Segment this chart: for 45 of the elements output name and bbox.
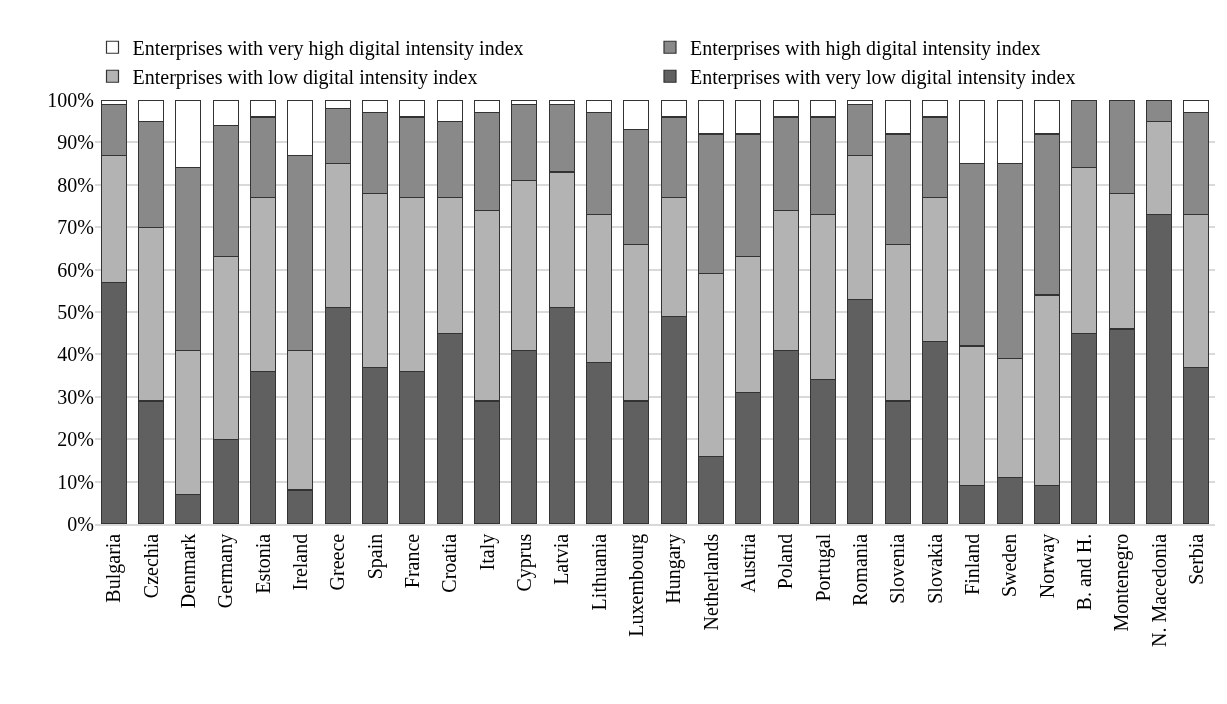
x-tick-label: Hungary [662,533,686,604]
x-tick-label: B. and H. [1072,533,1095,611]
x-tick-label: Spain [363,533,387,580]
legend-label: Enterprises with very low digital intensity index [690,66,1076,90]
x-tick-label: Bulgaria [102,533,126,603]
x-tick-label: Romania [848,533,871,606]
x-tick-label: Sweden [998,533,1021,598]
x-tick-label: Lithuania [587,533,610,611]
y-tick-label: 90% [57,131,94,154]
x-tick-label: Norway [1035,533,1059,599]
x-tick-label: Croatia [438,533,461,593]
x-tick-label: Portugal [811,533,835,602]
x-tick-label: Netherlands [699,533,722,631]
legend-label: Enterprises with high digital intensity index [690,37,1041,61]
x-tick-label: Poland [774,533,797,590]
x-tick-label: Finland [960,533,983,595]
x-tick-label: Czechia [139,533,162,599]
x-tick-label: Serbia [1184,533,1207,585]
y-tick-label: 0% [67,513,94,535]
x-tick-label: Estonia [251,533,274,594]
y-tick-label: 80% [57,173,94,196]
x-tick-label: Cyprus [512,533,536,592]
x-tick-label: Slovenia [886,533,909,604]
x-tick-label: Italy [475,533,499,571]
x-tick-label: Ireland [288,533,311,591]
y-tick-label: 100% [47,89,94,111]
y-tick-label: 50% [57,301,94,323]
legend-label: Enterprises with very high digital intensity index [132,37,524,61]
y-tick-label: 70% [57,216,94,239]
x-tick-label: Latvia [550,533,573,585]
x-tick-label: Germany [214,533,238,609]
x-tick-label: Slovakia [923,533,946,604]
x-tick-label: Austria [736,533,759,593]
x-tick-label: Greece [326,533,349,591]
y-tick-label: 10% [57,470,94,493]
y-tick-label: 20% [57,428,94,451]
x-tick-label: Montenegro [1110,533,1134,632]
x-tick-label: N. Macedonia [1147,533,1170,648]
x-tick-label: Denmark [176,533,199,609]
y-tick-label: 30% [57,385,94,408]
legend-label: Enterprises with low digital intensity index [132,66,478,90]
x-tick-label: France [400,533,423,589]
x-tick-label: Luxembourg [624,533,648,637]
y-tick-label: 60% [57,258,94,281]
y-tick-label: 40% [57,343,94,366]
